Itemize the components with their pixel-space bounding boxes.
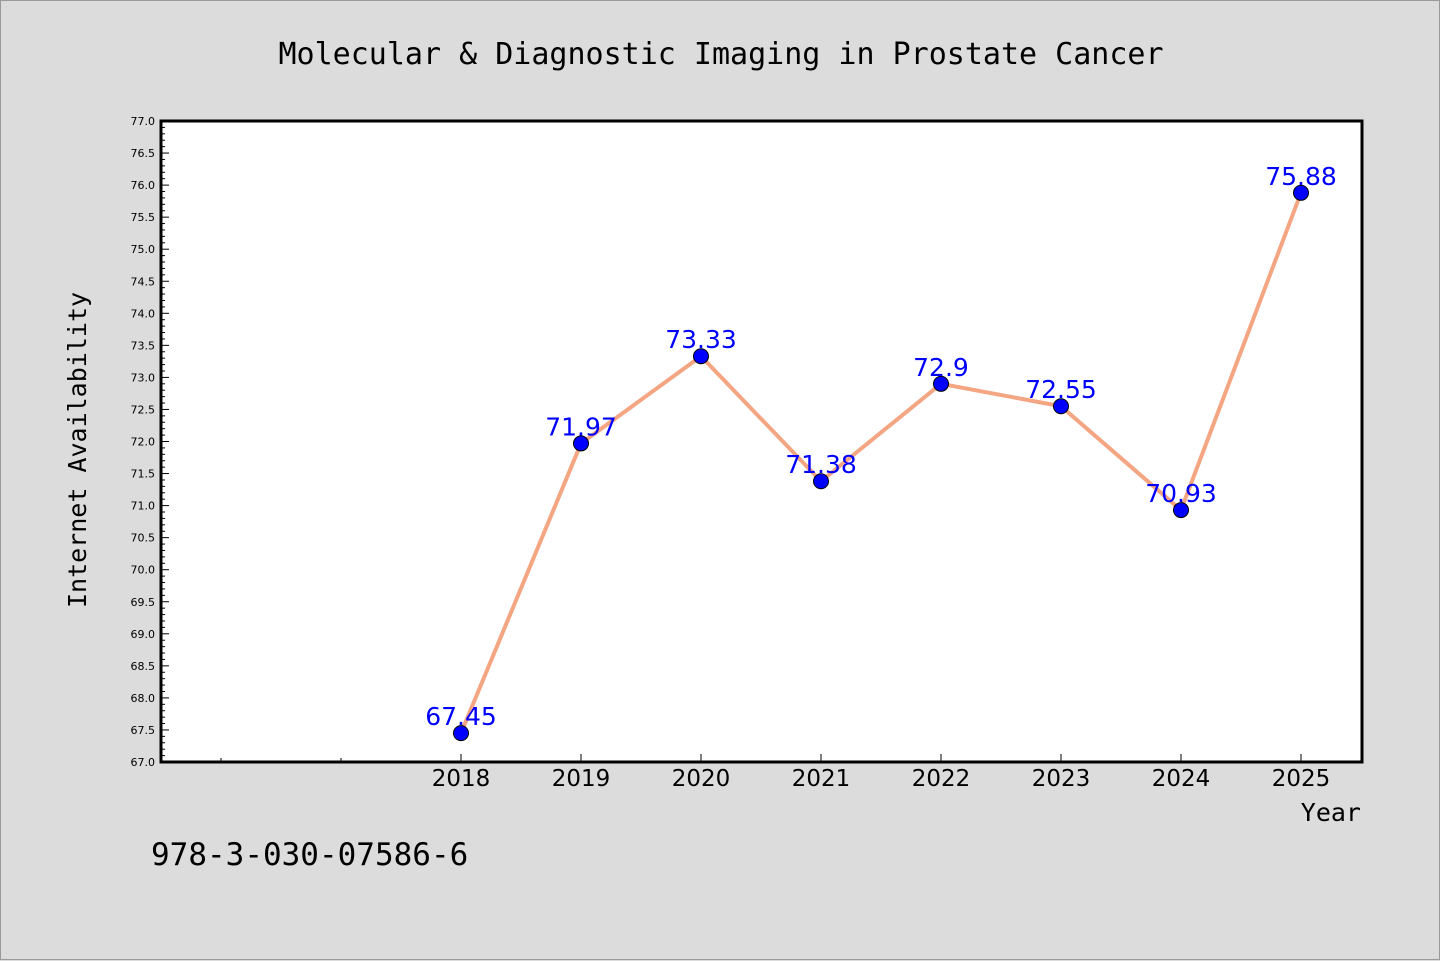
data-point [573, 435, 589, 452]
data-label: 70.93 [1145, 479, 1217, 508]
x-tick-label: 2019 [552, 766, 611, 792]
y-tick-label: 69.5 [131, 596, 156, 609]
y-tick-label: 70.5 [131, 532, 156, 545]
x-tick-label: 2025 [1272, 766, 1331, 792]
y-tick-label: 67.5 [131, 724, 156, 737]
y-tick-label: 67.0 [131, 756, 156, 769]
y-axis-label: Internet Availability [63, 292, 92, 608]
y-tick-label: 71.5 [131, 468, 156, 481]
series-line [459, 192, 1303, 734]
y-tick-label: 70.0 [131, 564, 156, 577]
y-axis: 67.0 67.5 68.0 68.5 69.0 69.5 70.0 70.5 71.0 71.5… [131, 115, 169, 769]
x-tick-label: 2023 [1032, 766, 1091, 792]
series-group [453, 184, 1309, 742]
x-axis: 2018 2019 2020 2021 2022 2023 2024 2025 [220, 754, 1331, 792]
data-label: 72.9 [913, 353, 969, 382]
data-point [1173, 502, 1189, 519]
data-point [813, 473, 829, 490]
y-tick-label: 68.0 [131, 692, 156, 705]
y-tick-label: 69.0 [131, 628, 156, 641]
y-tick-label: 74.0 [131, 307, 156, 320]
y-tick-label: 75.0 [131, 243, 156, 256]
data-labels-group: 67.45 71.97 73.33 71.38 72.9 72.55 70.93 75.88 [425, 162, 1337, 731]
data-label: 72.55 [1025, 375, 1097, 404]
x-tick-label: 2021 [792, 766, 851, 792]
isbn-text: 978-3-030-07586-6 [151, 837, 468, 873]
y-tick-label: 76.5 [131, 147, 156, 160]
data-label: 71.97 [545, 412, 617, 441]
chart-title: Molecular & Diagnostic Imaging in Prosta… [278, 37, 1163, 72]
data-point [693, 348, 709, 365]
x-axis-label: Year [1301, 798, 1361, 827]
y-tick-label: 68.5 [131, 660, 156, 673]
y-tick-label: 74.5 [131, 275, 156, 288]
plot-area [159, 119, 1364, 764]
x-tick-label: 2022 [912, 766, 971, 792]
data-label: 71.38 [785, 450, 857, 479]
x-tick-label: 2024 [1152, 766, 1211, 792]
y-tick-label: 76.0 [131, 179, 156, 192]
data-label: 67.45 [425, 702, 497, 731]
data-label: 75.88 [1265, 162, 1337, 191]
y-tick-label: 73.5 [131, 339, 156, 352]
data-point [453, 725, 469, 742]
y-tick-label: 75.5 [131, 211, 156, 224]
data-label: 73.33 [665, 325, 737, 354]
y-tick-label: 72.0 [131, 436, 156, 449]
y-tick-label: 72.5 [131, 403, 156, 416]
data-point [933, 375, 949, 392]
x-tick-label: 2018 [432, 766, 491, 792]
y-tick-label: 71.0 [131, 500, 156, 513]
y-tick-label: 73.0 [131, 371, 156, 384]
y-tick-label: 77.0 [131, 115, 156, 128]
x-tick-label: 2020 [672, 766, 731, 792]
data-point [1053, 398, 1069, 415]
data-point [1293, 184, 1309, 201]
